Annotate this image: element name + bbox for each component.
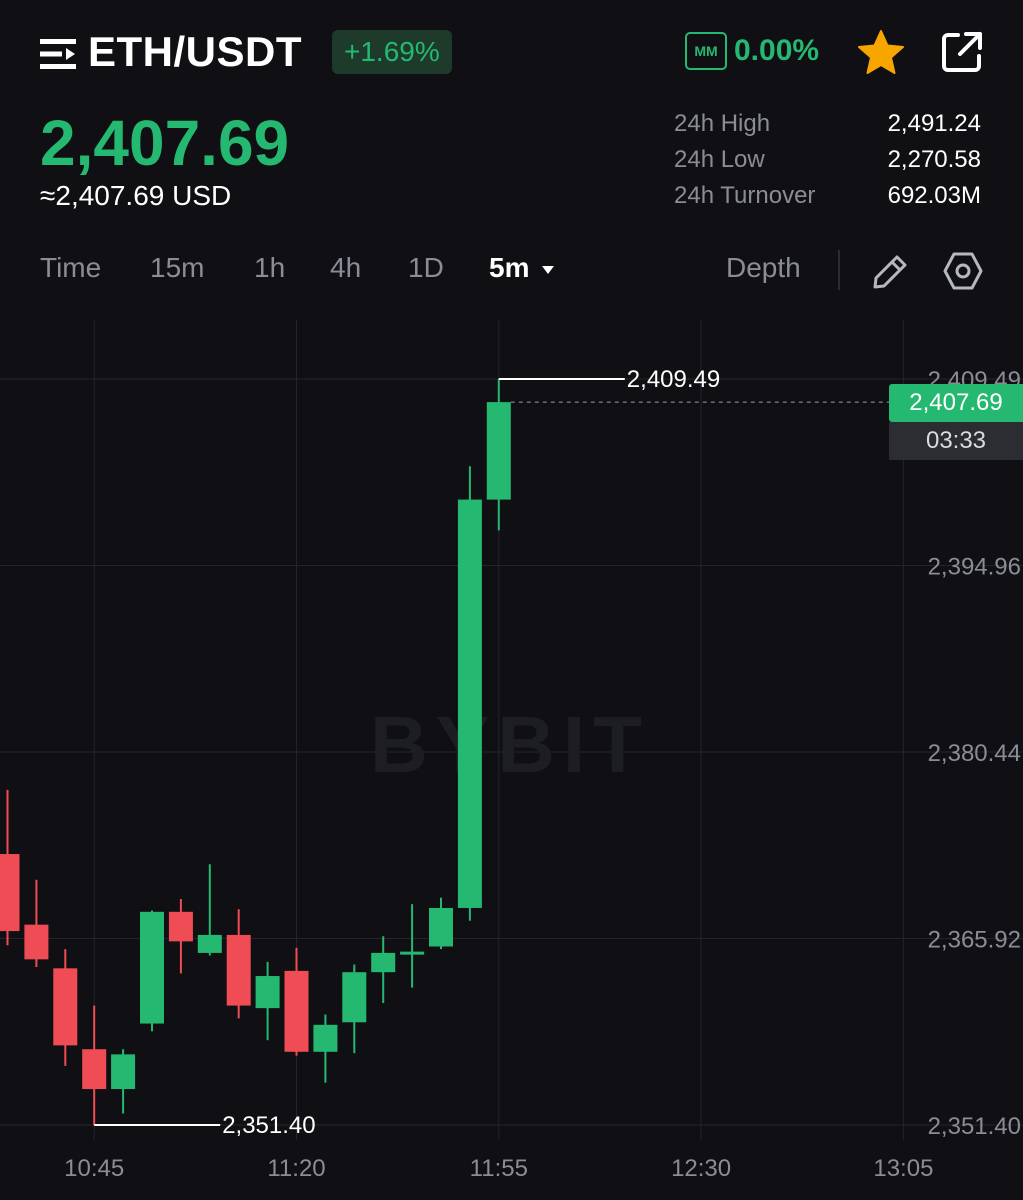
y-axis-labels: 2,409.492,394.962,380.442,365.922,351.40 <box>928 367 1021 1140</box>
candle-body <box>197 934 222 953</box>
candle-body <box>226 934 251 1006</box>
candle-up <box>255 961 280 1041</box>
menu-icon[interactable] <box>40 38 76 70</box>
tab-1h[interactable]: 1h <box>254 252 286 283</box>
candle-body <box>313 1024 338 1052</box>
candle-body <box>342 972 367 1023</box>
candle-up <box>371 936 396 1003</box>
candle-body <box>255 976 280 1009</box>
y-tick-label: 2,351.40 <box>928 1113 1021 1140</box>
candle-down <box>284 947 309 1056</box>
candle-up <box>111 1049 136 1114</box>
last-price: 2,407.69 <box>40 107 290 179</box>
tab-5m[interactable]: 5m <box>489 252 555 284</box>
extreme-markers: 2,409.49 2,351.40 <box>94 366 720 1139</box>
candle-up <box>342 964 367 1054</box>
x-axis-labels: 10:45 11:20 11:55 12:30 13:05 <box>64 1155 933 1182</box>
candle-body <box>168 911 193 942</box>
trading-pair-title[interactable]: ETH/USDT <box>88 28 302 75</box>
y-tick-label: 2,365.92 <box>928 927 1021 954</box>
candle-body <box>111 1054 136 1090</box>
stat-label-high: 24h High <box>674 110 771 137</box>
pencil-icon[interactable] <box>870 252 910 292</box>
y-tick-label: 2,394.96 <box>928 554 1021 581</box>
candle-body <box>24 924 49 960</box>
tab-1d[interactable]: 1D <box>408 252 444 283</box>
candle-body <box>284 970 309 1052</box>
candle-body <box>429 907 453 947</box>
x-tick-label: 13:05 <box>873 1155 933 1182</box>
usd-price: ≈2,407.69 USD <box>40 180 232 211</box>
mm-badge[interactable]: MM <box>685 32 727 70</box>
current-price-tag: 2,407.69 <box>889 384 1023 422</box>
candle-body <box>400 951 425 955</box>
candle-down <box>226 909 251 1019</box>
y-tick-label: 2,380.44 <box>928 740 1021 767</box>
stat-label-turnover: 24h Turnover <box>674 182 816 209</box>
candle-down <box>82 1005 107 1125</box>
candle-body <box>457 499 482 908</box>
share-icon[interactable] <box>940 30 984 74</box>
candle-body <box>140 911 164 1024</box>
candle-down <box>168 898 193 974</box>
candle-up <box>457 466 482 921</box>
tab-time[interactable]: Time <box>40 252 102 283</box>
candle-up <box>197 864 222 956</box>
bybit-watermark: BYBIT <box>370 700 650 789</box>
candle-up <box>140 910 164 1032</box>
caret-down-icon <box>542 265 555 274</box>
x-tick-label: 11:20 <box>267 1155 325 1182</box>
low-marker-label: 2,351.40 <box>222 1112 315 1139</box>
candle-countdown: 03:33 <box>889 422 1023 460</box>
x-tick-label: 12:30 <box>671 1155 731 1182</box>
candle-body <box>0 854 20 932</box>
candles <box>0 379 511 1125</box>
candle-up <box>429 897 453 950</box>
stat-value-turnover: 692.03M <box>887 182 981 209</box>
tab-depth[interactable]: Depth <box>726 252 801 283</box>
star-icon[interactable] <box>856 28 906 78</box>
stat-value-high: 2,491.24 <box>887 110 981 137</box>
tab-4h[interactable]: 4h <box>330 252 362 283</box>
candle-down <box>0 789 20 946</box>
candle-down <box>53 949 78 1066</box>
tab-5m-label: 5m <box>489 252 530 283</box>
price-change-badge: +1.69% <box>332 30 452 74</box>
candle-body <box>82 1049 107 1090</box>
candle-body <box>53 968 78 1046</box>
candle-body <box>486 402 511 500</box>
candle-down <box>24 879 49 968</box>
x-tick-label: 11:55 <box>470 1155 528 1182</box>
candle-up <box>313 1014 338 1083</box>
candle-body <box>371 952 396 973</box>
tab-15m[interactable]: 15m <box>150 252 205 283</box>
tab-divider <box>838 250 840 290</box>
candle-up <box>486 379 511 531</box>
x-tick-label: 10:45 <box>64 1155 124 1182</box>
high-marker-label: 2,409.49 <box>627 366 720 393</box>
candlestick-chart[interactable]: BYBIT 2,409.49 2,394.96 2,380.44 2,365.92 2,… <box>0 320 1023 1200</box>
settings-icon[interactable] <box>942 250 984 292</box>
stat-value-low: 2,270.58 <box>887 146 981 173</box>
stat-label-low: 24h Low <box>674 146 765 173</box>
mm-value: 0.00% <box>734 34 820 67</box>
candle-up <box>400 904 425 988</box>
